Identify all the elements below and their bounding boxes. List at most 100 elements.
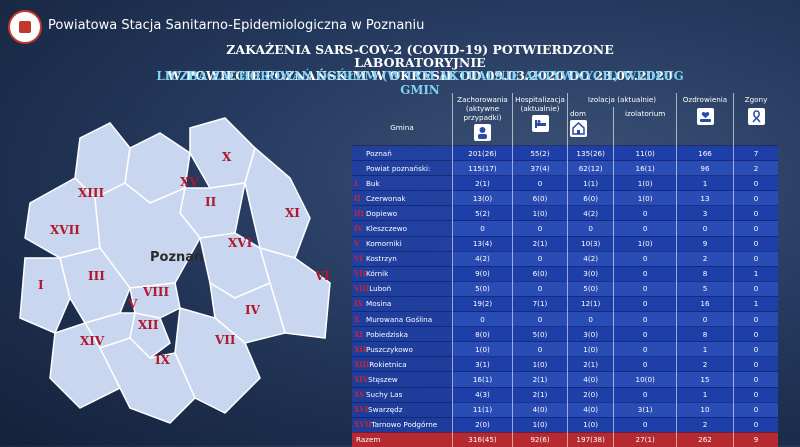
value-cell-c: 0 (452, 220, 513, 237)
col-ozdrowienia-label: Ozdrowienia (682, 95, 728, 104)
value-cell-i: 0 (613, 386, 677, 403)
value-cell-h: 1(0) (512, 356, 568, 372)
region-number: III (354, 208, 364, 218)
value-cell-z: 0 (733, 371, 778, 387)
gmina-name: Buk (366, 178, 380, 188)
gmina-cell: X Murowana Goślina (352, 311, 453, 327)
value-cell-i: 0 (613, 311, 677, 327)
gmina-name: Rokietnica (369, 359, 407, 369)
value-cell-d: 1(0) (566, 416, 614, 433)
region-number: XIII (354, 359, 370, 369)
gmina-cell: XVISwarzędz (352, 401, 453, 418)
value-cell-o: 16 (676, 295, 734, 312)
gmina-cell: III Dopiewo (352, 205, 453, 221)
table-row: X Murowana Goślina 0 0 0 0 0 0 (352, 311, 778, 327)
value-cell-h: 0 (512, 250, 568, 267)
value-cell-o: 166 (676, 144, 734, 161)
value-cell-c: 11(1) (452, 401, 513, 418)
value-cell-h: 5(0) (512, 326, 568, 342)
page-subtitle: LICZBA ZACHOROWAŃ OGÓŁEM (W TYM AKTUALNI… (156, 69, 684, 97)
value-cell-i: 0 (613, 295, 677, 312)
value-cell-z: 0 (733, 190, 778, 206)
gmina-name: Poznań (366, 148, 392, 158)
gmina-cell: VIIKórnik (352, 265, 453, 282)
district-map-shapes (19, 117, 331, 424)
value-cell-z: 2 (733, 160, 778, 176)
value-cell-d: 62(12) (566, 160, 614, 176)
table-row: III Dopiewo 5(2) 1(0) 4(2) 0 3 0 (352, 205, 778, 221)
value-cell-z: 1 (733, 295, 778, 312)
home-icon (570, 120, 587, 138)
table-row: XIIPuszczykowo 1(0) 0 1(0) 0 1 0 (352, 341, 778, 357)
value-cell-i: 10(0) (613, 371, 677, 387)
value-cell-c: 1(0) (452, 341, 513, 357)
col-zgony: Zgony (733, 93, 778, 146)
region-number: VIII (354, 284, 370, 294)
value-cell-c: 8(0) (452, 326, 513, 342)
gmina-cell: V Komorniki (352, 235, 453, 252)
value-cell-h: 6(0) (512, 190, 568, 206)
map-label-ix: IX (155, 353, 170, 367)
hospital-bed-icon (531, 115, 549, 132)
title-line-2: W POWIECIE POZNAŃSKIM W OKRESIE OD 09.03… (167, 68, 673, 83)
value-cell-h: 2(1) (512, 371, 568, 387)
value-cell-i: 0 (613, 265, 677, 282)
col-zachorowania-label: Zachorowania (aktywne przypadki) (457, 95, 508, 122)
map-label-xvi: XVI (228, 236, 253, 250)
map-label-iii: III (88, 269, 105, 283)
value-cell-z: 0 (733, 326, 778, 342)
region-number: XV (354, 390, 365, 400)
region-number: VII (354, 269, 366, 279)
col-hospitalizacja: Hospitalizacja (aktualnie) (512, 93, 568, 146)
value-cell-c: 5(2) (452, 205, 513, 221)
value-cell-d: 2(1) (566, 356, 614, 372)
col-ozdrowienia: Ozdrowienia (676, 93, 734, 146)
value-cell-i: 0 (613, 220, 677, 237)
table-row: XIIIRokietnica 3(1) 1(0) 2(1) 0 2 0 (352, 356, 778, 372)
region-number: XI (354, 329, 363, 339)
title-line-1: ZAKAŻENIA SARS-COV-2 (COVID-19) POTWIERD… (226, 42, 614, 70)
map-label-xiii: XIII (78, 186, 105, 200)
col-izolatorium: izolatorium (613, 107, 677, 146)
map-label-vii: VII (215, 333, 236, 347)
col-gmina: Gmina (390, 122, 414, 132)
value-cell-d: 1(1) (566, 175, 614, 191)
table-row: XI Pobiedziska 8(0) 5(0) 3(0) 0 8 0 (352, 326, 778, 342)
table-row: Poznań 201(26) 55(2) 135(26) 11(0) 166 7 (352, 144, 778, 161)
gmina-cell: XIVStęszew (352, 371, 453, 387)
district-map: X XV XIII II XI XVII XVI Poznań III VI I… (10, 108, 355, 436)
table-row: I Buk 2(1) 0 1(1) 1(0) 1 0 (352, 175, 778, 191)
value-cell-h: 1(0) (512, 205, 568, 221)
map-regions (19, 117, 331, 424)
gmina-cell: Powiat poznański: (352, 160, 453, 176)
value-cell-z: 0 (733, 356, 778, 372)
total-row: Razem 316(45) 92(6) 197(38) 27(1) 262 9 (352, 431, 778, 447)
value-cell-c: 4(3) (452, 386, 513, 403)
region-i (19, 257, 71, 334)
value-cell-i: 0 (613, 341, 677, 357)
table-row: XIVStęszew 16(1) 2(1) 4(0) 10(0) 15 0 (352, 371, 778, 387)
gmina-cell: XVSuchy Las (352, 386, 453, 403)
value-cell-c: 115(17) (452, 160, 513, 176)
value-cell-z: 0 (733, 416, 778, 433)
header-row: Gmina Zachorowania (aktywne przypadki) H… (352, 93, 778, 146)
gmina-cell: I Buk (352, 175, 453, 191)
gmina-name: Kostrzyn (366, 254, 397, 264)
region-number: XIV (354, 374, 369, 384)
table-row: VIIILuboń 5(0) 0 5(0) 0 5 0 (352, 280, 778, 297)
value-cell-d: 12(1) (566, 295, 614, 312)
value-cell-z: 0 (733, 175, 778, 191)
map-label-i: I (38, 278, 44, 292)
value-cell-o: 8 (676, 326, 734, 342)
col-izolacja: Izolacja (aktualnie) (567, 93, 677, 108)
value-cell-i: 1(0) (613, 235, 677, 252)
value-cell-z: 0 (733, 386, 778, 403)
region-number: IX (354, 299, 363, 309)
value-cell-c: 2(0) (452, 416, 513, 433)
table-row: V Komorniki 13(4) 2(1) 10(3) 1(0) 9 0 (352, 235, 778, 252)
gmina-cell: XVIITarnowo Podgórne (352, 416, 453, 433)
map-label-xii: XII (138, 318, 159, 332)
value-cell-c: 5(0) (452, 280, 513, 297)
healed-hands-icon (696, 108, 714, 125)
value-cell-c: 13(4) (452, 235, 513, 252)
